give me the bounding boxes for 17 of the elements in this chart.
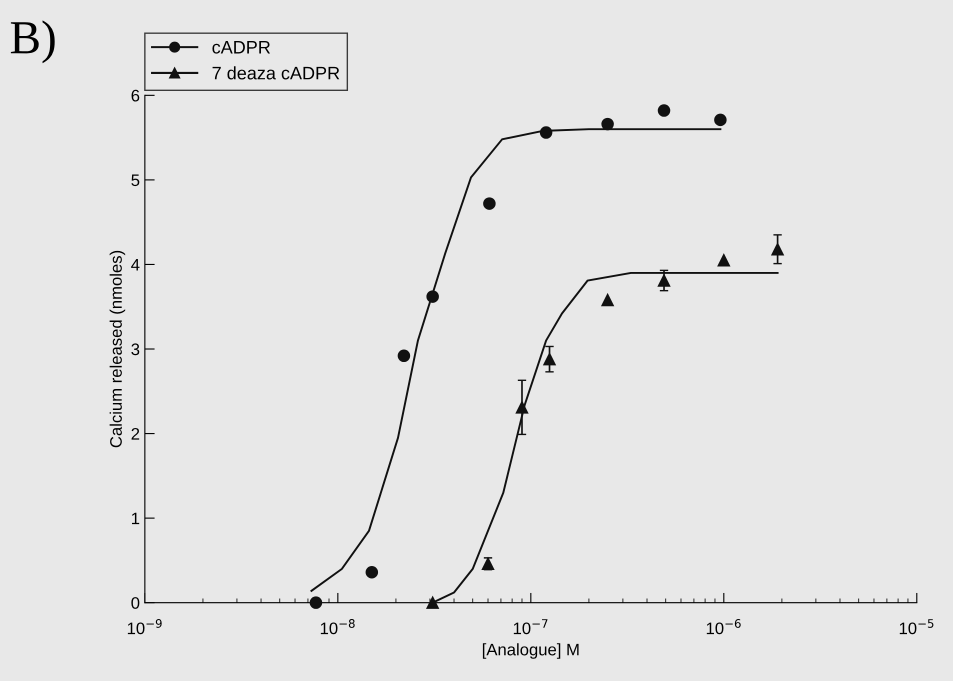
y-tick-label: 4: [131, 259, 140, 270]
y-tick-label: 5: [131, 174, 140, 186]
x-axis-title: [Analogue] M: [482, 643, 579, 659]
x-tick-label: 10$^{−9}$: [128, 619, 162, 634]
text: B): [10, 20, 55, 64]
y-tick-label: 2: [132, 428, 140, 440]
y-tick-label: 3: [131, 343, 140, 356]
y-tick-label: 6: [132, 90, 140, 102]
legend-label: cADPR: [212, 41, 270, 54]
x-tick-label: 10$^{−8}$: [320, 619, 355, 634]
legend-label: 7 deaza cADPR: [212, 66, 340, 80]
y-tick-label: 1: [132, 512, 140, 524]
y-axis-title: Calcium released (nmoles): [110, 250, 126, 448]
y-tick-label: 0: [131, 597, 140, 609]
x-tick-label: 10$^{−6}$: [706, 619, 741, 634]
x-tick-label: 10$^{−5}$: [900, 619, 934, 634]
x-tick-label: 10$^{−7}$: [514, 619, 548, 634]
